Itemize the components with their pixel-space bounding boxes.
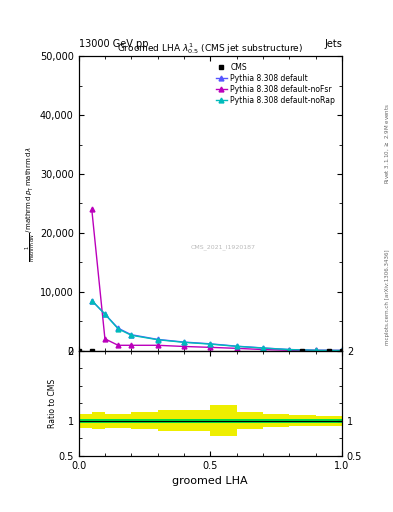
Text: Rivet 3.1.10, $\geq$ 2.9M events: Rivet 3.1.10, $\geq$ 2.9M events (383, 103, 391, 184)
Y-axis label: $\frac{1}{\mathrm{mathrm\,d}N}\,/\,\mathrm{mathrm\,d}\,p_\mathrm{T}\,\mathrm{mat: $\frac{1}{\mathrm{mathrm\,d}N}\,/\,\math… (24, 145, 39, 262)
Line: Pythia 8.308 default-noRap: Pythia 8.308 default-noRap (89, 298, 344, 353)
Pythia 8.308 default-noFsr (129, 342, 134, 348)
Pythia 8.308 default-noFsr (116, 342, 120, 348)
Pythia 8.308 default (234, 343, 239, 349)
Pythia 8.308 default-noRap (116, 326, 120, 332)
Pythia 8.308 default (116, 325, 120, 331)
Bar (79, 414, 92, 428)
Pythia 8.308 default (182, 339, 186, 345)
Pythia 8.308 default-noRap (234, 343, 239, 349)
Pythia 8.308 default (155, 336, 160, 343)
Pythia 8.308 default-noFsr (340, 348, 344, 354)
Pythia 8.308 default-noFsr (90, 206, 94, 212)
Pythia 8.308 default (129, 332, 134, 338)
Legend: CMS, Pythia 8.308 default, Pythia 8.308 default-noFsr, Pythia 8.308 default-noRa: CMS, Pythia 8.308 default, Pythia 8.308 … (213, 60, 338, 108)
Pythia 8.308 default-noRap (155, 336, 160, 343)
Pythia 8.308 default (90, 297, 94, 304)
Line: CMS: CMS (77, 349, 344, 353)
Pythia 8.308 default-noFsr (313, 348, 318, 354)
CMS (326, 348, 331, 354)
Pythia 8.308 default-noRap (340, 348, 344, 354)
Pythia 8.308 default-noRap (90, 297, 94, 304)
Bar (79, 418, 342, 423)
Y-axis label: Ratio to CMS: Ratio to CMS (48, 378, 57, 428)
Pythia 8.308 default-noRap (313, 347, 318, 353)
Pythia 8.308 default-noFsr (208, 344, 213, 350)
Pythia 8.308 default-noRap (261, 345, 265, 351)
Pythia 8.308 default-noRap (208, 341, 213, 347)
Pythia 8.308 default (208, 341, 213, 347)
Pythia 8.308 default (340, 348, 344, 354)
Pythia 8.308 default-noFsr (287, 347, 292, 353)
Pythia 8.308 default-noFsr (261, 347, 265, 353)
Bar (158, 410, 210, 431)
Pythia 8.308 default-noFsr (103, 336, 107, 342)
Text: mcplots.cern.ch [arXiv:1306.3436]: mcplots.cern.ch [arXiv:1306.3436] (385, 249, 389, 345)
Bar (237, 412, 263, 429)
Bar (131, 412, 158, 429)
Line: Pythia 8.308 default-noFsr: Pythia 8.308 default-noFsr (89, 207, 344, 353)
CMS (300, 348, 305, 354)
Line: Pythia 8.308 default: Pythia 8.308 default (89, 298, 344, 353)
CMS (76, 348, 81, 354)
CMS (90, 348, 94, 354)
Pythia 8.308 default (287, 347, 292, 353)
Pythia 8.308 default (103, 311, 107, 317)
Pythia 8.308 default (261, 345, 265, 351)
Text: CMS_2021_I1920187: CMS_2021_I1920187 (191, 245, 256, 250)
Bar (316, 416, 342, 425)
Bar (210, 405, 237, 436)
Bar (105, 414, 131, 428)
Title: Groomed LHA $\lambda^{1}_{0.5}$ (CMS jet substructure): Groomed LHA $\lambda^{1}_{0.5}$ (CMS jet… (117, 41, 303, 56)
Bar (92, 412, 105, 429)
Text: 13000 GeV pp: 13000 GeV pp (79, 38, 148, 49)
Pythia 8.308 default-noRap (129, 332, 134, 338)
Pythia 8.308 default-noFsr (234, 345, 239, 351)
Pythia 8.308 default (313, 347, 318, 353)
Text: Jets: Jets (324, 38, 342, 49)
Pythia 8.308 default-noRap (287, 347, 292, 353)
Pythia 8.308 default-noFsr (155, 342, 160, 348)
CMS (340, 348, 344, 354)
Pythia 8.308 default-noRap (103, 311, 107, 317)
Pythia 8.308 default-noFsr (182, 344, 186, 350)
Bar (289, 415, 316, 426)
Pythia 8.308 default-noRap (182, 339, 186, 346)
Bar (263, 414, 289, 427)
X-axis label: groomed LHA: groomed LHA (173, 476, 248, 486)
